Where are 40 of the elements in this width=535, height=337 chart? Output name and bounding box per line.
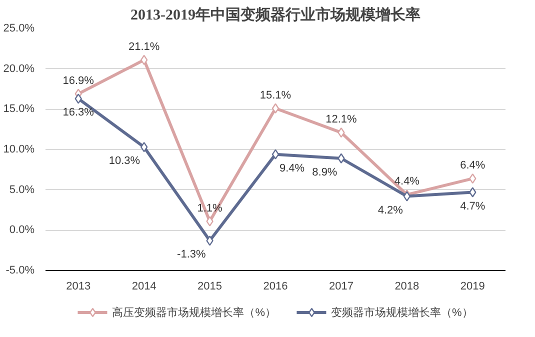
y-tick-label: 10.0% xyxy=(3,144,35,156)
data-label: 4.4% xyxy=(394,176,420,188)
legend-label: 变频器市场规模增长率（%） xyxy=(331,306,473,320)
data-label: 9.4% xyxy=(280,162,305,174)
point xyxy=(206,216,214,226)
x-tick-label: 2019 xyxy=(460,280,485,292)
y-tick-label: 20.0% xyxy=(3,62,35,75)
data-label: -1.3% xyxy=(177,248,206,261)
data-label: 15.1% xyxy=(260,89,292,102)
data-label: 16.3% xyxy=(62,106,94,119)
y-tick-label: -5.0% xyxy=(6,264,35,276)
x-tick-label: 2014 xyxy=(132,280,156,292)
point xyxy=(338,153,345,164)
data-label: 10.3% xyxy=(108,155,140,168)
point xyxy=(140,142,148,152)
x-tick-label: 2015 xyxy=(198,280,222,292)
x-tick-label: 2018 xyxy=(394,280,420,292)
y-tick-label: 15.0% xyxy=(3,103,35,116)
data-label: 21.1% xyxy=(128,40,160,53)
legend-label: 高压变频器市场规模增长率（%） xyxy=(112,306,276,320)
y-tick-label: 5.0% xyxy=(9,184,35,196)
x-tick-label: 2017 xyxy=(328,280,354,292)
chart-title: 2013-2019年中国变频器行业市场规模增长率 xyxy=(130,6,420,24)
point xyxy=(272,149,280,160)
data-label: 1.1% xyxy=(197,202,223,214)
point xyxy=(140,54,148,66)
x-tick-label: 2016 xyxy=(263,280,288,292)
data-label: 12.1% xyxy=(326,114,358,126)
x-tick-label: 2013 xyxy=(66,280,91,292)
data-label: 16.9% xyxy=(62,74,94,87)
y-tick-label: 25.0% xyxy=(3,22,35,34)
point xyxy=(272,103,280,114)
data-label: 4.7% xyxy=(460,200,486,212)
data-label: 6.4% xyxy=(460,160,486,172)
data-label: 8.9% xyxy=(312,166,338,178)
y-tick-label: 0.0% xyxy=(9,224,35,236)
point xyxy=(74,94,82,104)
point xyxy=(469,187,476,198)
data-label: 4.2% xyxy=(378,204,404,216)
point xyxy=(206,236,214,246)
